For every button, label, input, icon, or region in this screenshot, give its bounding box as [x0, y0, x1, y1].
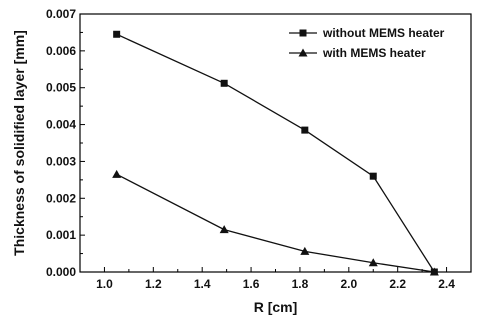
- x-tick-label: 1.6: [243, 277, 260, 291]
- x-axis-title: R [cm]: [254, 299, 298, 315]
- y-tick-label: 0.004: [46, 118, 76, 132]
- x-tick-label: 1.4: [194, 277, 211, 291]
- x-tick-label: 2.4: [438, 277, 455, 291]
- x-tick-label: 1.0: [96, 277, 113, 291]
- triangle-marker: [300, 246, 310, 255]
- y-tick-label: 0.007: [46, 7, 76, 21]
- series-line-with-heater: [116, 173, 435, 273]
- x-tick-label: 1.2: [145, 277, 162, 291]
- y-tick-label: 0.001: [46, 228, 76, 242]
- triangle-marker: [298, 48, 308, 57]
- triangle-marker: [112, 169, 122, 178]
- series-with-heater: [112, 169, 439, 276]
- square-marker: [113, 30, 121, 38]
- square-marker: [220, 79, 228, 87]
- legend-label: with MEMS heater: [322, 46, 426, 60]
- x-tick-label: 2.0: [340, 277, 357, 291]
- series-group: [112, 30, 439, 276]
- y-tick-label: 0.002: [46, 191, 76, 205]
- triangle-marker: [219, 225, 229, 234]
- legend: without MEMS heater with MEMS heater: [289, 26, 445, 60]
- triangle-marker: [368, 258, 378, 267]
- square-marker: [301, 126, 309, 134]
- y-tick-label: 0.000: [46, 265, 76, 279]
- triangle-marker: [429, 267, 439, 276]
- x-tick-label: 2.2: [389, 277, 406, 291]
- y-tick-label: 0.006: [46, 44, 76, 58]
- y-tick-label: 0.003: [46, 154, 76, 168]
- x-tick-label: 1.8: [292, 277, 309, 291]
- axes: 1.0 1.2 1.4 1.6 1.8 2.0 2.2 2.4 0.000 0.001 0.002 0…: [46, 7, 472, 291]
- legend-label: without MEMS heater: [322, 26, 445, 40]
- y-tick-label: 0.005: [46, 81, 76, 95]
- square-marker: [369, 172, 377, 180]
- series-without-heater: [113, 30, 438, 276]
- y-axis-title: Thickness of solidified layer [mm]: [11, 30, 27, 256]
- series-line-without-heater: [116, 33, 435, 273]
- square-marker: [299, 29, 307, 37]
